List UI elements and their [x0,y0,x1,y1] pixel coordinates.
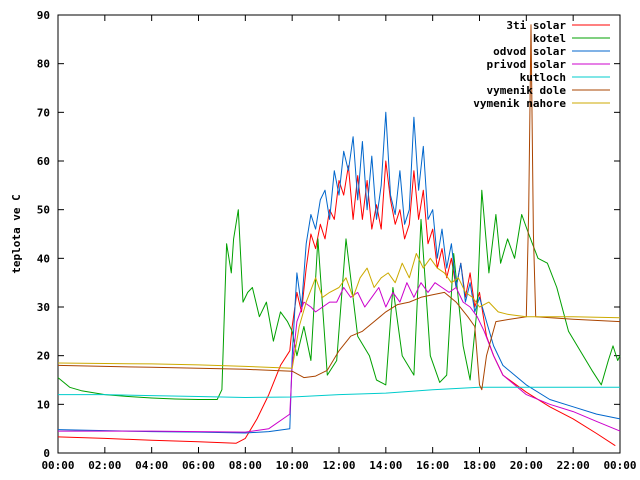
y-axis-label: teplota ve C [10,194,23,273]
x-tick-label: 10:00 [276,459,309,472]
x-tick-label: 12:00 [322,459,355,472]
x-tick-label: 08:00 [229,459,262,472]
x-tick-label: 02:00 [88,459,121,472]
y-tick-label: 90 [37,9,50,22]
x-tick-label: 20:00 [510,459,543,472]
legend-label-odvod-solar: odvod solar [493,45,566,58]
y-tick-label: 20 [37,350,50,363]
x-tick-label: 06:00 [182,459,215,472]
axis-ticks: 0 10 20 30 40 50 60 70 80 90 00:00 02:00 04:00 06:00 0… [37,9,637,472]
x-tick-label: 16:00 [416,459,449,472]
legend-label-kutloch: kutloch [520,71,566,84]
y-tick-label: 10 [37,398,50,411]
y-tick-label: 60 [37,155,50,168]
x-tick-label: 04:00 [135,459,168,472]
x-tick-label: 14:00 [369,459,402,472]
y-tick-label: 30 [37,301,50,314]
y-tick-label: 70 [37,106,50,119]
x-tick-label: 22:00 [557,459,590,472]
legend-label-vymenik-nahore: vymenik nahore [473,97,566,110]
legend-label-kotel: kotel [533,32,566,45]
legend-label-3ti-solar: 3ti solar [506,19,566,32]
x-tick-label: 00:00 [41,459,74,472]
y-tick-label: 80 [37,58,50,71]
y-tick-label: 50 [37,204,50,217]
series-lines [57,24,621,447]
series-line-3ti-solar [57,160,616,447]
series-line-vymenik-nahore [57,253,621,369]
x-tick-label: 00:00 [603,459,636,472]
x-tick-label: 18:00 [463,459,496,472]
legend-label-vymenik-dole: vymenik dole [487,84,567,97]
series-line-kutloch [58,386,620,398]
series-line-odvod-solar [57,111,621,434]
series-line-kotel [57,189,621,400]
series-line-vymenik-dole [57,24,621,391]
y-tick-label: 0 [43,447,50,460]
y-tick-label: 40 [37,252,50,265]
legend-label-privod-solar: privod solar [487,58,567,71]
